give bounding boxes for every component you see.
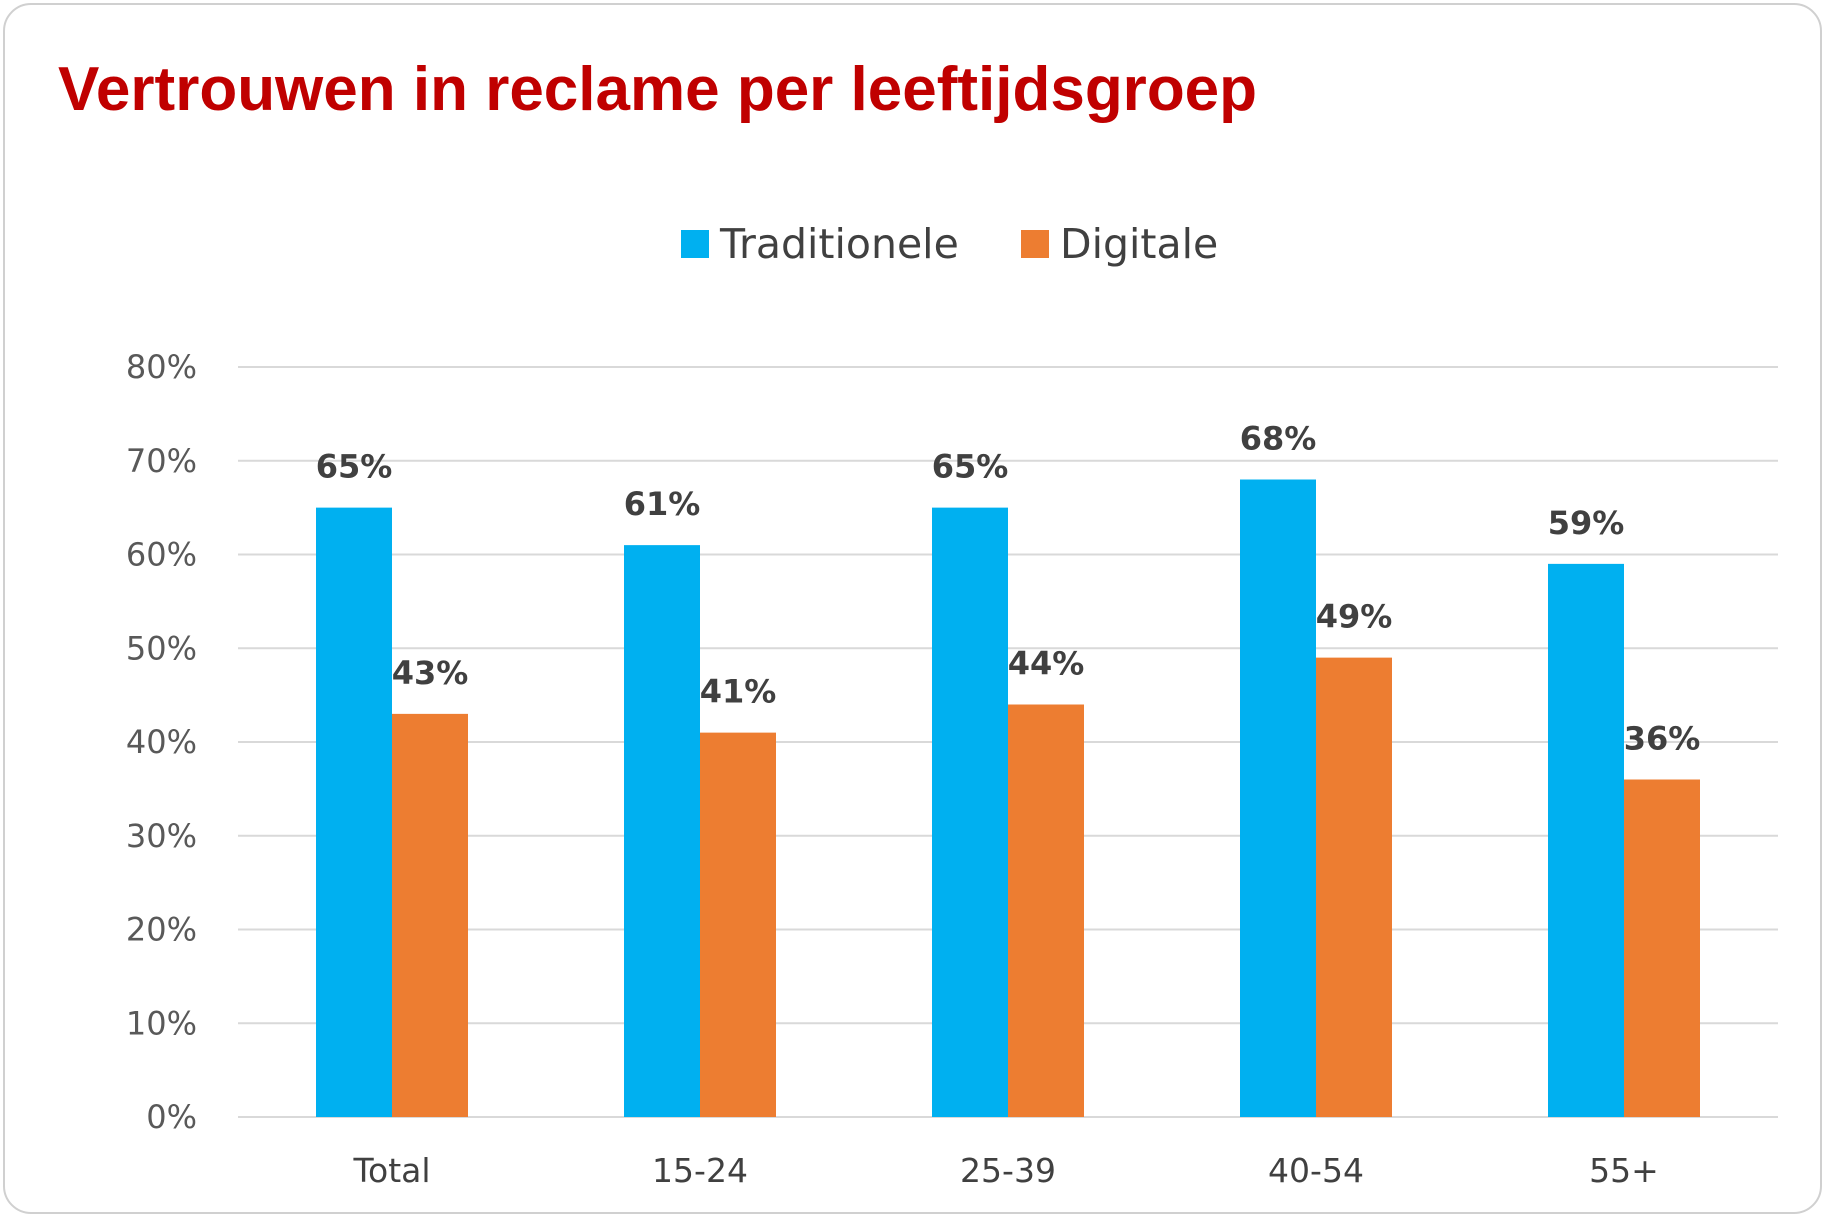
legend-swatch-digitale (1021, 230, 1049, 258)
x-tick-label-total: Total (352, 1151, 430, 1190)
x-axis-labels: Total 15-24 25-39 40-54 55+ (352, 1151, 1658, 1190)
bars (316, 479, 1700, 1117)
x-tick-label-15-24: 15-24 (652, 1151, 748, 1190)
y-tick-label-40: 40% (126, 723, 197, 761)
legend-label-traditionele: Traditionele (719, 220, 959, 268)
bar-traditionele-total (316, 507, 392, 1117)
bar-traditionele-40-54 (1240, 479, 1316, 1117)
bar-digitale-25-39 (1008, 704, 1084, 1117)
bar-digitale-40-54 (1316, 657, 1392, 1117)
value-label-digitale-25-39: 44% (1008, 645, 1085, 683)
value-label-traditionele-25-39: 65% (932, 448, 1009, 486)
chart-frame (3, 3, 1822, 1214)
bar-digitale-15-24 (700, 732, 776, 1117)
x-tick-label-55+: 55+ (1589, 1151, 1659, 1190)
value-label-traditionele-40-54: 68% (1240, 420, 1317, 458)
y-tick-label-20: 20% (126, 911, 197, 949)
value-label-traditionele-total: 65% (316, 448, 393, 486)
chart-title: Vertrouwen in reclame per leeftijdsgroep (58, 55, 1257, 124)
value-label-digitale-total: 43% (392, 654, 469, 692)
value-label-traditionele-15-24: 61% (624, 485, 701, 523)
y-tick-label-0: 0% (146, 1098, 197, 1136)
y-tick-label-60: 60% (126, 536, 197, 574)
x-tick-label-25-39: 25-39 (960, 1151, 1056, 1190)
value-labels: 65% 43% 61% 41% 65% 44% 68% 49% 59% 36% (316, 420, 1701, 758)
value-label-digitale-55+: 36% (1624, 720, 1701, 758)
bar-traditionele-25-39 (932, 507, 1008, 1117)
y-tick-label-80: 80% (126, 348, 197, 386)
y-tick-label-70: 70% (126, 442, 197, 480)
bar-digitale-55+ (1624, 779, 1700, 1117)
y-tick-label-30: 30% (126, 817, 197, 855)
legend-label-digitale: Digitale (1060, 220, 1218, 268)
bar-digitale-total (392, 713, 468, 1117)
legend: Traditionele Digitale (681, 220, 1218, 268)
legend-swatch-traditionele (681, 230, 709, 258)
y-tick-label-50: 50% (126, 629, 197, 667)
x-tick-label-40-54: 40-54 (1268, 1151, 1364, 1190)
bar-traditionele-15-24 (624, 545, 700, 1117)
y-axis-ticks: 0% 10% 20% 30% 40% 50% 60% 70% 80% (126, 348, 197, 1136)
y-tick-label-10: 10% (126, 1004, 197, 1042)
value-label-traditionele-55+: 59% (1548, 504, 1625, 542)
value-label-digitale-40-54: 49% (1316, 598, 1393, 636)
bar-traditionele-55+ (1548, 563, 1624, 1117)
value-label-digitale-15-24: 41% (700, 673, 777, 711)
